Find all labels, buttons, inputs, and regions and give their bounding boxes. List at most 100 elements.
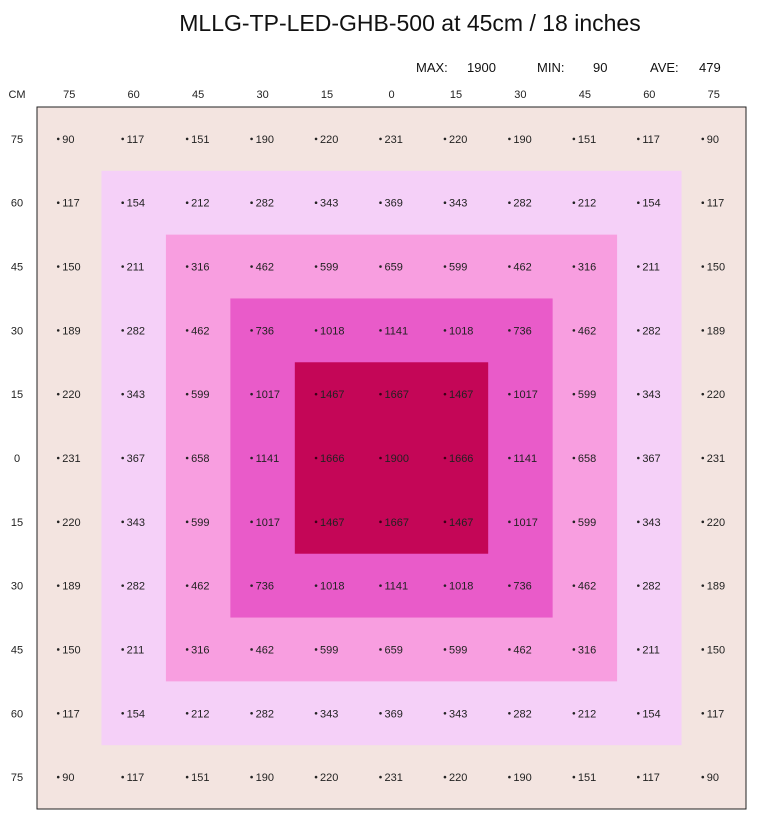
cell-dot	[250, 584, 253, 587]
cell-value: 343	[320, 708, 338, 720]
cell-dot	[250, 775, 253, 779]
cell-value: 117	[62, 708, 80, 720]
cell-dot	[250, 520, 253, 524]
cell-dot	[508, 584, 511, 587]
cell-value: 462	[191, 581, 209, 593]
cell-dot	[379, 201, 382, 205]
cell-dot	[250, 392, 253, 396]
cell-value: 150	[62, 262, 80, 274]
cell-value: 462	[256, 262, 274, 274]
cell-value: 154	[642, 708, 660, 720]
x-tick-label: 30	[514, 89, 526, 101]
cell-value: 211	[127, 644, 145, 656]
cell-value: 462	[513, 644, 531, 656]
cell-dot	[701, 137, 705, 141]
cell-dot	[443, 584, 447, 587]
cell-dot	[637, 456, 640, 460]
cell-value: 462	[578, 581, 596, 593]
cell-value: 1900	[385, 453, 409, 465]
cell-value: 154	[127, 708, 145, 720]
cell-dot	[121, 201, 124, 205]
x-tick-label: 60	[128, 89, 140, 101]
cell-value: 282	[513, 198, 531, 210]
cell-value: 343	[449, 198, 467, 210]
cell-dot	[121, 265, 124, 268]
y-tick-label: 60	[11, 198, 23, 210]
cell-dot	[250, 648, 253, 651]
cell-dot	[572, 456, 576, 460]
cell-value: 189	[62, 325, 80, 337]
cell-dot	[314, 201, 318, 205]
cell-value: 462	[191, 325, 209, 337]
cell-dot	[56, 265, 60, 268]
cell-dot	[701, 711, 705, 715]
cell-value: 599	[191, 389, 209, 401]
cell-value: 150	[62, 644, 80, 656]
cell-dot	[185, 329, 189, 332]
cell-value: 1141	[385, 581, 409, 593]
cell-value: 117	[707, 708, 725, 720]
cell-value: 1467	[320, 389, 344, 401]
cell-dot	[314, 329, 318, 332]
cell-dot	[379, 137, 382, 141]
cell-dot	[56, 775, 60, 779]
cell-value: 90	[707, 772, 719, 784]
y-tick-label: 45	[11, 262, 23, 274]
cell-value: 117	[642, 772, 660, 784]
cell-dot	[250, 137, 253, 141]
cell-dot	[572, 265, 576, 268]
cell-dot	[701, 648, 705, 651]
cell-dot	[56, 456, 60, 460]
cell-value: 211	[642, 644, 660, 656]
x-tick-label: 75	[708, 89, 720, 101]
cell-value: 1667	[385, 517, 409, 529]
cell-value: 369	[385, 198, 403, 210]
cell-value: 599	[320, 644, 338, 656]
cell-dot	[572, 520, 576, 524]
cell-value: 367	[642, 453, 660, 465]
cell-dot	[121, 137, 124, 141]
cell-value: 154	[127, 198, 145, 210]
cell-dot	[443, 137, 447, 141]
cell-dot	[637, 648, 640, 651]
unit-label: CM	[8, 89, 25, 101]
cell-dot	[185, 584, 189, 587]
cell-value: 599	[449, 644, 467, 656]
cell-dot	[572, 329, 576, 332]
y-tick-label: 45	[11, 644, 23, 656]
cell-value: 220	[62, 389, 80, 401]
cell-value: 1666	[320, 453, 344, 465]
cell-dot	[443, 265, 447, 268]
cell-dot	[443, 329, 447, 332]
cell-dot	[572, 648, 576, 651]
cell-value: 1467	[449, 517, 473, 529]
min-value: 90	[593, 60, 608, 75]
cell-value: 231	[385, 772, 403, 784]
cell-dot	[508, 329, 511, 332]
cell-value: 212	[578, 198, 596, 210]
cell-value: 736	[256, 325, 274, 337]
cell-dot	[314, 584, 318, 587]
cell-dot	[379, 520, 382, 524]
cell-value: 151	[578, 134, 596, 146]
cell-value: 1017	[256, 389, 280, 401]
cell-value: 220	[320, 134, 338, 146]
x-tick-label: 0	[388, 89, 394, 101]
cell-dot	[701, 201, 705, 205]
cell-dot	[443, 201, 447, 205]
cell-dot	[443, 648, 447, 651]
cell-value: 659	[385, 262, 403, 274]
x-tick-label: 15	[321, 89, 333, 101]
y-tick-label: 75	[11, 134, 23, 146]
cell-dot	[250, 456, 253, 460]
cell-dot	[185, 201, 189, 205]
cell-dot	[508, 520, 511, 524]
cell-value: 1018	[449, 581, 473, 593]
cell-value: 151	[578, 772, 596, 784]
cell-dot	[185, 520, 189, 524]
cell-value: 1467	[320, 517, 344, 529]
y-tick-label: 30	[11, 581, 23, 593]
cell-value: 1017	[513, 517, 537, 529]
cell-value: 343	[127, 517, 145, 529]
cell-dot	[121, 711, 124, 715]
